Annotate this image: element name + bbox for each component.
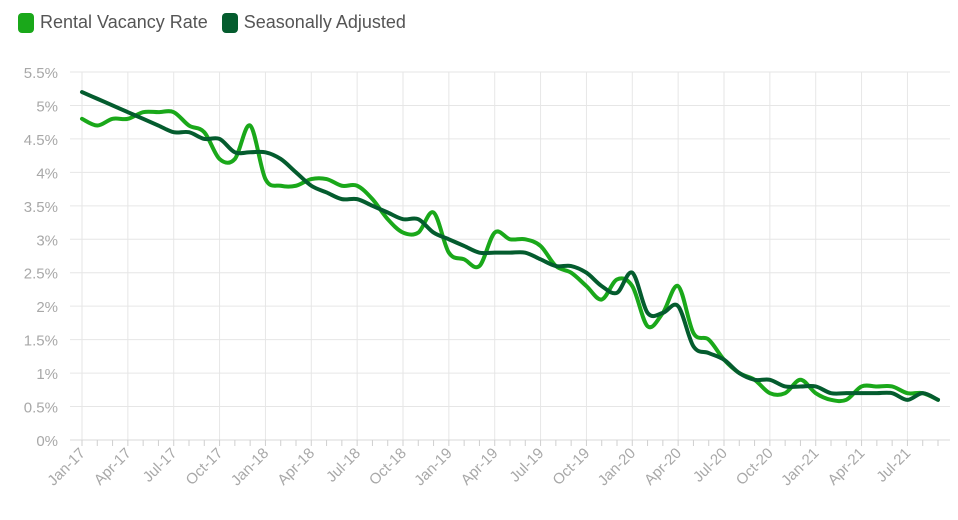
legend-swatch-seasonally-adjusted — [221, 12, 238, 33]
y-tick-label: 4.5% — [24, 132, 58, 149]
legend-item-seasonally-adjusted[interactable]: Seasonally Adjusted — [221, 12, 406, 33]
y-tick-label: 5% — [36, 98, 58, 115]
x-tick-label: Apr-21 — [825, 445, 869, 489]
x-tick-label: Jul-21 — [873, 445, 914, 486]
legend-label-rental-vacancy-rate: Rental Vacancy Rate — [40, 12, 208, 32]
y-tick-label: 0.5% — [24, 400, 58, 417]
x-tick-label: Jan-21 — [778, 445, 822, 489]
x-tick-label: Oct-19 — [549, 445, 593, 489]
x-tick-label: Jul-20 — [690, 445, 731, 486]
x-tick-label: Apr-20 — [641, 445, 685, 489]
y-tick-label: 5.5% — [24, 65, 58, 82]
series-line-seasonally-adjusted[interactable] — [80, 90, 940, 402]
x-tick-label: Jul-18 — [323, 445, 364, 486]
y-tick-label: 4% — [36, 165, 58, 182]
x-tick-label: Jan-17 — [44, 445, 88, 489]
y-tick-label: 1% — [36, 366, 58, 383]
series-line-rental-vacancy-rate[interactable] — [80, 109, 940, 404]
y-tick-label: 2% — [36, 299, 58, 316]
y-tick-label: 1.5% — [24, 333, 58, 350]
x-tick-label: Apr-18 — [274, 445, 318, 489]
y-tick-label: 3.5% — [24, 199, 58, 216]
legend-label-seasonally-adjusted: Seasonally Adjusted — [243, 12, 406, 32]
legend-swatch-rental-vacancy-rate — [18, 12, 34, 33]
x-tick-label: Apr-19 — [458, 445, 502, 489]
x-tick-label: Jan-20 — [595, 445, 639, 489]
x-tick-label: Jul-17 — [140, 445, 181, 486]
y-tick-label: 0% — [36, 433, 58, 450]
x-tick-label: Jan-19 — [411, 445, 455, 489]
x-tick-label: Jul-19 — [506, 445, 547, 486]
x-tick-label: Jan-18 — [228, 445, 272, 489]
x-tick-label: Oct-20 — [733, 445, 777, 489]
legend: Rental Vacancy Rate Seasonally Adjusted — [18, 12, 406, 33]
y-tick-label: 2.5% — [24, 266, 58, 283]
legend-item-rental-vacancy-rate[interactable]: Rental Vacancy Rate — [18, 12, 208, 33]
x-tick-label: Oct-17 — [183, 445, 227, 489]
y-tick-label: 3% — [36, 232, 58, 249]
x-tick-label: Oct-18 — [366, 445, 410, 489]
x-tick-label: Apr-17 — [91, 445, 135, 489]
